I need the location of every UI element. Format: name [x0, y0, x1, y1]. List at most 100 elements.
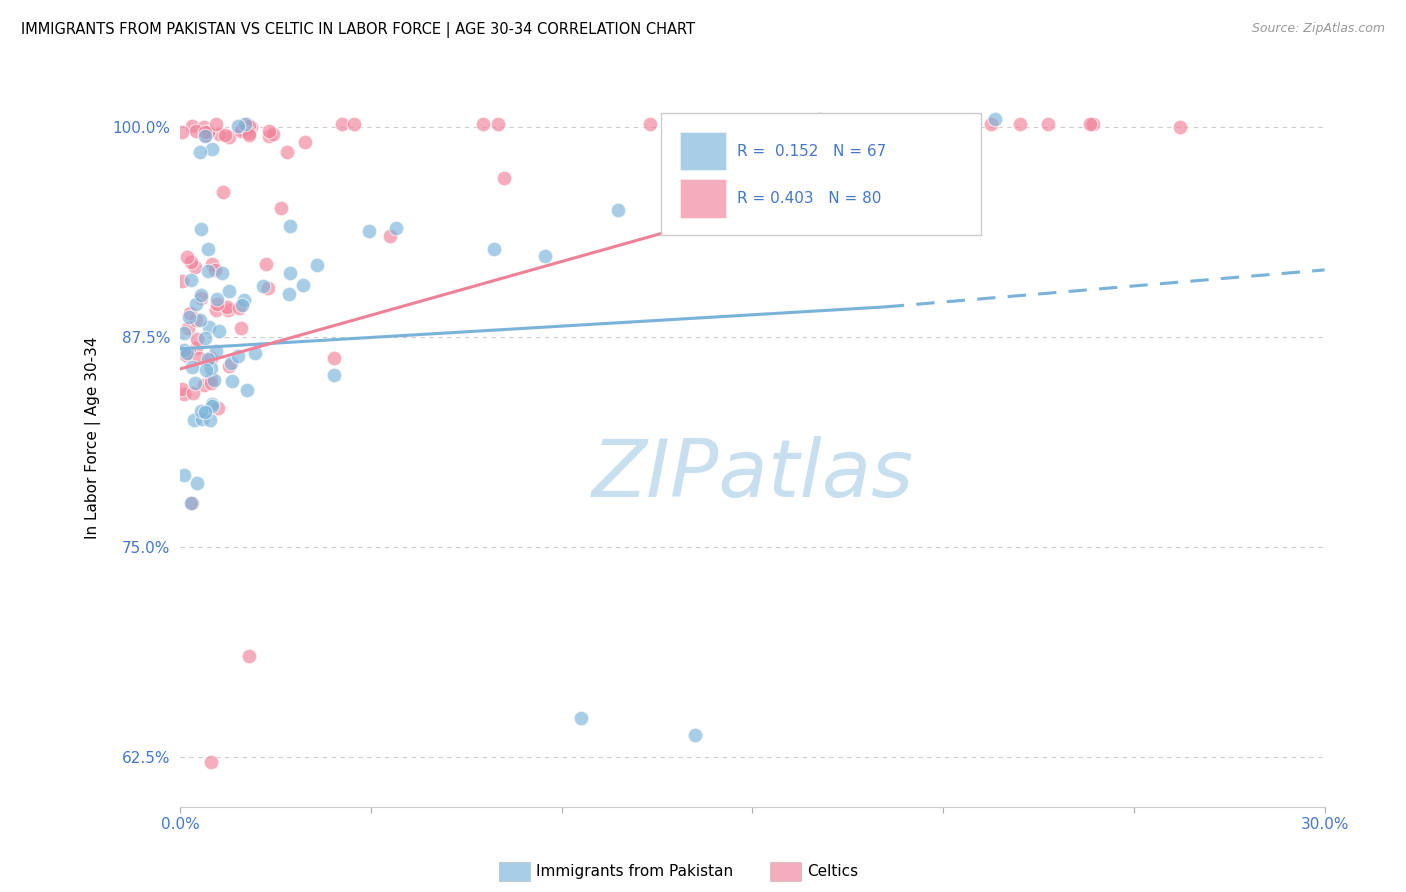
Point — [172, 125, 194, 139]
Text: R =  0.152   N = 67: R = 0.152 N = 67 — [738, 144, 887, 159]
Point — [236, 383, 259, 397]
Point — [184, 296, 207, 310]
Point — [197, 264, 219, 278]
Point — [257, 281, 280, 295]
Point — [208, 127, 231, 141]
Point — [979, 117, 1001, 131]
Point — [278, 266, 301, 280]
Point — [330, 117, 353, 131]
Point — [984, 112, 1007, 126]
Point — [238, 120, 260, 134]
Point — [188, 351, 211, 365]
Point — [276, 145, 298, 160]
Point — [378, 229, 401, 244]
Point — [683, 728, 706, 742]
Point — [184, 312, 207, 326]
Point — [202, 373, 225, 387]
Point — [204, 344, 226, 359]
Point — [322, 351, 344, 366]
Point — [307, 258, 329, 272]
Point — [200, 351, 222, 366]
Point — [343, 117, 366, 131]
Point — [180, 254, 202, 268]
Point — [254, 256, 277, 270]
Point — [606, 203, 628, 218]
Point — [215, 300, 238, 314]
Point — [231, 298, 253, 312]
Point — [173, 467, 195, 482]
Point — [219, 356, 242, 370]
Point — [181, 385, 204, 400]
Point — [471, 117, 494, 131]
Point — [205, 292, 228, 306]
Point — [486, 117, 509, 131]
Point — [200, 372, 222, 386]
Point — [681, 193, 703, 207]
FancyBboxPatch shape — [661, 112, 981, 235]
Point — [180, 496, 202, 510]
Point — [186, 332, 208, 346]
Point — [193, 120, 215, 134]
Point — [190, 287, 212, 301]
Point — [1008, 117, 1031, 131]
Point — [728, 178, 751, 193]
Point — [201, 399, 224, 413]
Point — [194, 125, 217, 139]
Point — [176, 250, 198, 264]
Point — [174, 347, 197, 361]
Point — [834, 117, 856, 131]
Point — [173, 343, 195, 357]
Point — [231, 122, 253, 136]
Point — [179, 306, 201, 320]
Point — [190, 291, 212, 305]
Point — [180, 273, 202, 287]
Point — [228, 301, 250, 316]
Point — [198, 413, 221, 427]
Point — [173, 326, 195, 340]
Text: R = 0.403   N = 80: R = 0.403 N = 80 — [738, 191, 882, 206]
Point — [226, 349, 249, 363]
Point — [207, 401, 229, 415]
Point — [385, 221, 408, 235]
Point — [201, 257, 224, 271]
Point — [1168, 120, 1191, 135]
Text: IMMIGRANTS FROM PAKISTAN VS CELTIC IN LABOR FORCE | AGE 30-34 CORRELATION CHART: IMMIGRANTS FROM PAKISTAN VS CELTIC IN LA… — [21, 22, 695, 38]
Point — [638, 117, 661, 131]
Point — [194, 128, 217, 143]
Point — [239, 120, 262, 134]
Point — [229, 320, 252, 334]
Point — [184, 260, 207, 274]
Point — [294, 136, 316, 150]
Point — [252, 279, 274, 293]
Point — [218, 359, 240, 374]
Point — [177, 321, 200, 335]
Point — [1083, 117, 1105, 131]
Point — [190, 221, 212, 235]
Point — [221, 374, 243, 388]
Point — [800, 178, 823, 192]
Point — [211, 266, 233, 280]
Point — [533, 250, 555, 264]
Point — [291, 277, 314, 292]
Point — [184, 376, 207, 390]
Point — [808, 112, 831, 126]
Point — [194, 331, 217, 345]
Point — [212, 185, 235, 199]
Point — [186, 342, 208, 356]
Point — [188, 145, 211, 160]
Point — [198, 319, 221, 334]
Point — [322, 368, 344, 382]
Point — [193, 378, 215, 392]
Point — [200, 360, 222, 375]
Point — [204, 117, 226, 131]
Point — [233, 117, 256, 131]
Point — [214, 128, 236, 142]
Point — [682, 133, 704, 147]
Point — [205, 297, 228, 311]
Point — [278, 219, 301, 233]
Point — [277, 287, 299, 301]
Point — [184, 124, 207, 138]
Point — [257, 124, 280, 138]
Point — [200, 755, 222, 769]
Text: Source: ZipAtlas.com: Source: ZipAtlas.com — [1251, 22, 1385, 36]
